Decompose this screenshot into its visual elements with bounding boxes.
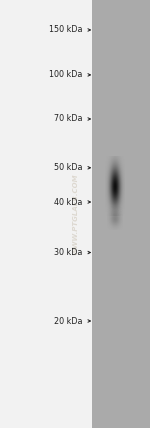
Text: 50 kDa: 50 kDa xyxy=(54,163,82,172)
Text: 20 kDa: 20 kDa xyxy=(54,316,82,326)
Text: 70 kDa: 70 kDa xyxy=(54,114,82,124)
Bar xyxy=(92,0,150,428)
Text: 150 kDa: 150 kDa xyxy=(49,25,82,35)
Text: 100 kDa: 100 kDa xyxy=(49,70,82,80)
Text: 30 kDa: 30 kDa xyxy=(54,248,82,257)
Bar xyxy=(0,0,92,428)
Text: 40 kDa: 40 kDa xyxy=(54,197,82,207)
Text: WWW.PTGLAEB.COM: WWW.PTGLAEB.COM xyxy=(72,173,78,255)
